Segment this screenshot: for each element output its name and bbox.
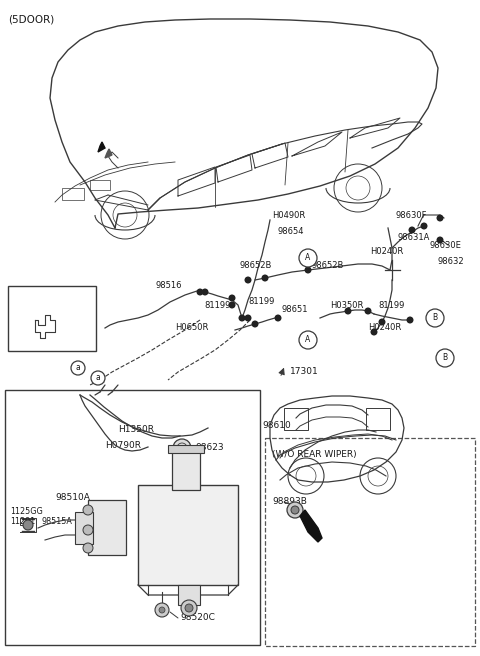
Circle shape <box>239 314 245 321</box>
Circle shape <box>181 600 197 616</box>
Text: H0790R: H0790R <box>105 440 141 449</box>
Bar <box>8 286 96 351</box>
Circle shape <box>436 215 444 222</box>
Circle shape <box>83 505 93 515</box>
Text: H0350R: H0350R <box>330 300 363 310</box>
Circle shape <box>275 314 281 321</box>
Circle shape <box>436 349 454 367</box>
Text: 98620: 98620 <box>200 546 228 554</box>
Circle shape <box>408 226 416 234</box>
Bar <box>90 180 110 190</box>
Bar <box>62 188 84 200</box>
Text: 98520C: 98520C <box>180 613 215 623</box>
Circle shape <box>304 266 312 274</box>
Circle shape <box>262 274 268 281</box>
Bar <box>366 408 390 430</box>
Text: H0490R: H0490R <box>272 211 305 220</box>
Text: B: B <box>443 354 447 363</box>
Text: 17301: 17301 <box>290 367 319 377</box>
Text: 98622: 98622 <box>188 577 216 586</box>
Circle shape <box>244 314 252 321</box>
Circle shape <box>155 603 169 617</box>
Text: a: a <box>14 292 20 301</box>
Text: 98623: 98623 <box>195 443 224 453</box>
Text: H1350R: H1350R <box>118 426 154 434</box>
Circle shape <box>252 321 259 327</box>
Circle shape <box>426 309 444 327</box>
Bar <box>75 512 93 544</box>
Text: 11291: 11291 <box>10 518 35 527</box>
Circle shape <box>83 543 93 553</box>
Text: 98652B: 98652B <box>312 260 344 270</box>
Circle shape <box>407 316 413 323</box>
Circle shape <box>23 520 33 530</box>
Polygon shape <box>300 510 322 542</box>
Circle shape <box>228 302 236 308</box>
Bar <box>168 445 204 453</box>
Circle shape <box>379 319 385 325</box>
Text: 98610: 98610 <box>262 420 291 430</box>
Text: H0240R: H0240R <box>368 323 401 333</box>
Circle shape <box>202 289 208 295</box>
Text: H0240R: H0240R <box>370 247 403 256</box>
Circle shape <box>173 439 191 457</box>
Circle shape <box>159 607 165 613</box>
Circle shape <box>371 329 377 335</box>
Circle shape <box>228 295 236 302</box>
Bar <box>265 438 475 646</box>
Text: 81199: 81199 <box>248 298 275 306</box>
Text: 98510A: 98510A <box>55 493 90 502</box>
Bar <box>172 448 200 490</box>
Circle shape <box>185 604 193 612</box>
Circle shape <box>244 276 252 283</box>
Bar <box>5 390 260 645</box>
Text: A: A <box>305 335 311 344</box>
Text: 98515A: 98515A <box>42 518 73 527</box>
Text: 98651: 98651 <box>282 306 309 314</box>
Text: 98630E: 98630E <box>430 241 462 249</box>
Text: (5DOOR): (5DOOR) <box>8 14 54 24</box>
Polygon shape <box>98 142 105 152</box>
Text: 1125GG: 1125GG <box>10 508 43 516</box>
Text: 98631A: 98631A <box>398 234 431 243</box>
Text: H0650R: H0650R <box>175 323 208 333</box>
Bar <box>284 408 308 430</box>
Circle shape <box>299 331 317 349</box>
Circle shape <box>196 289 204 295</box>
Text: 98630F: 98630F <box>395 211 427 220</box>
Text: 98653: 98653 <box>28 292 57 301</box>
Circle shape <box>299 249 317 267</box>
Text: a: a <box>96 373 100 382</box>
Circle shape <box>291 506 299 514</box>
Bar <box>178 585 200 605</box>
Text: 98632: 98632 <box>438 258 465 266</box>
Text: B: B <box>432 314 438 323</box>
Text: 98654: 98654 <box>278 228 304 237</box>
Text: 81199: 81199 <box>378 300 404 310</box>
Text: 98893B: 98893B <box>272 497 307 506</box>
Circle shape <box>345 308 351 314</box>
Text: (W/O REAR WIPER): (W/O REAR WIPER) <box>272 450 357 459</box>
Text: a: a <box>76 363 80 373</box>
Circle shape <box>91 371 105 385</box>
Circle shape <box>436 237 444 243</box>
Circle shape <box>83 525 93 535</box>
Polygon shape <box>105 149 112 158</box>
Text: 81199: 81199 <box>204 300 230 310</box>
Circle shape <box>71 361 85 375</box>
Circle shape <box>420 222 428 230</box>
Circle shape <box>364 308 372 314</box>
Bar <box>138 485 238 585</box>
Text: 98516: 98516 <box>155 281 181 291</box>
Text: A: A <box>305 253 311 262</box>
Text: 98652B: 98652B <box>240 260 272 270</box>
Bar <box>88 500 126 555</box>
Circle shape <box>287 502 303 518</box>
